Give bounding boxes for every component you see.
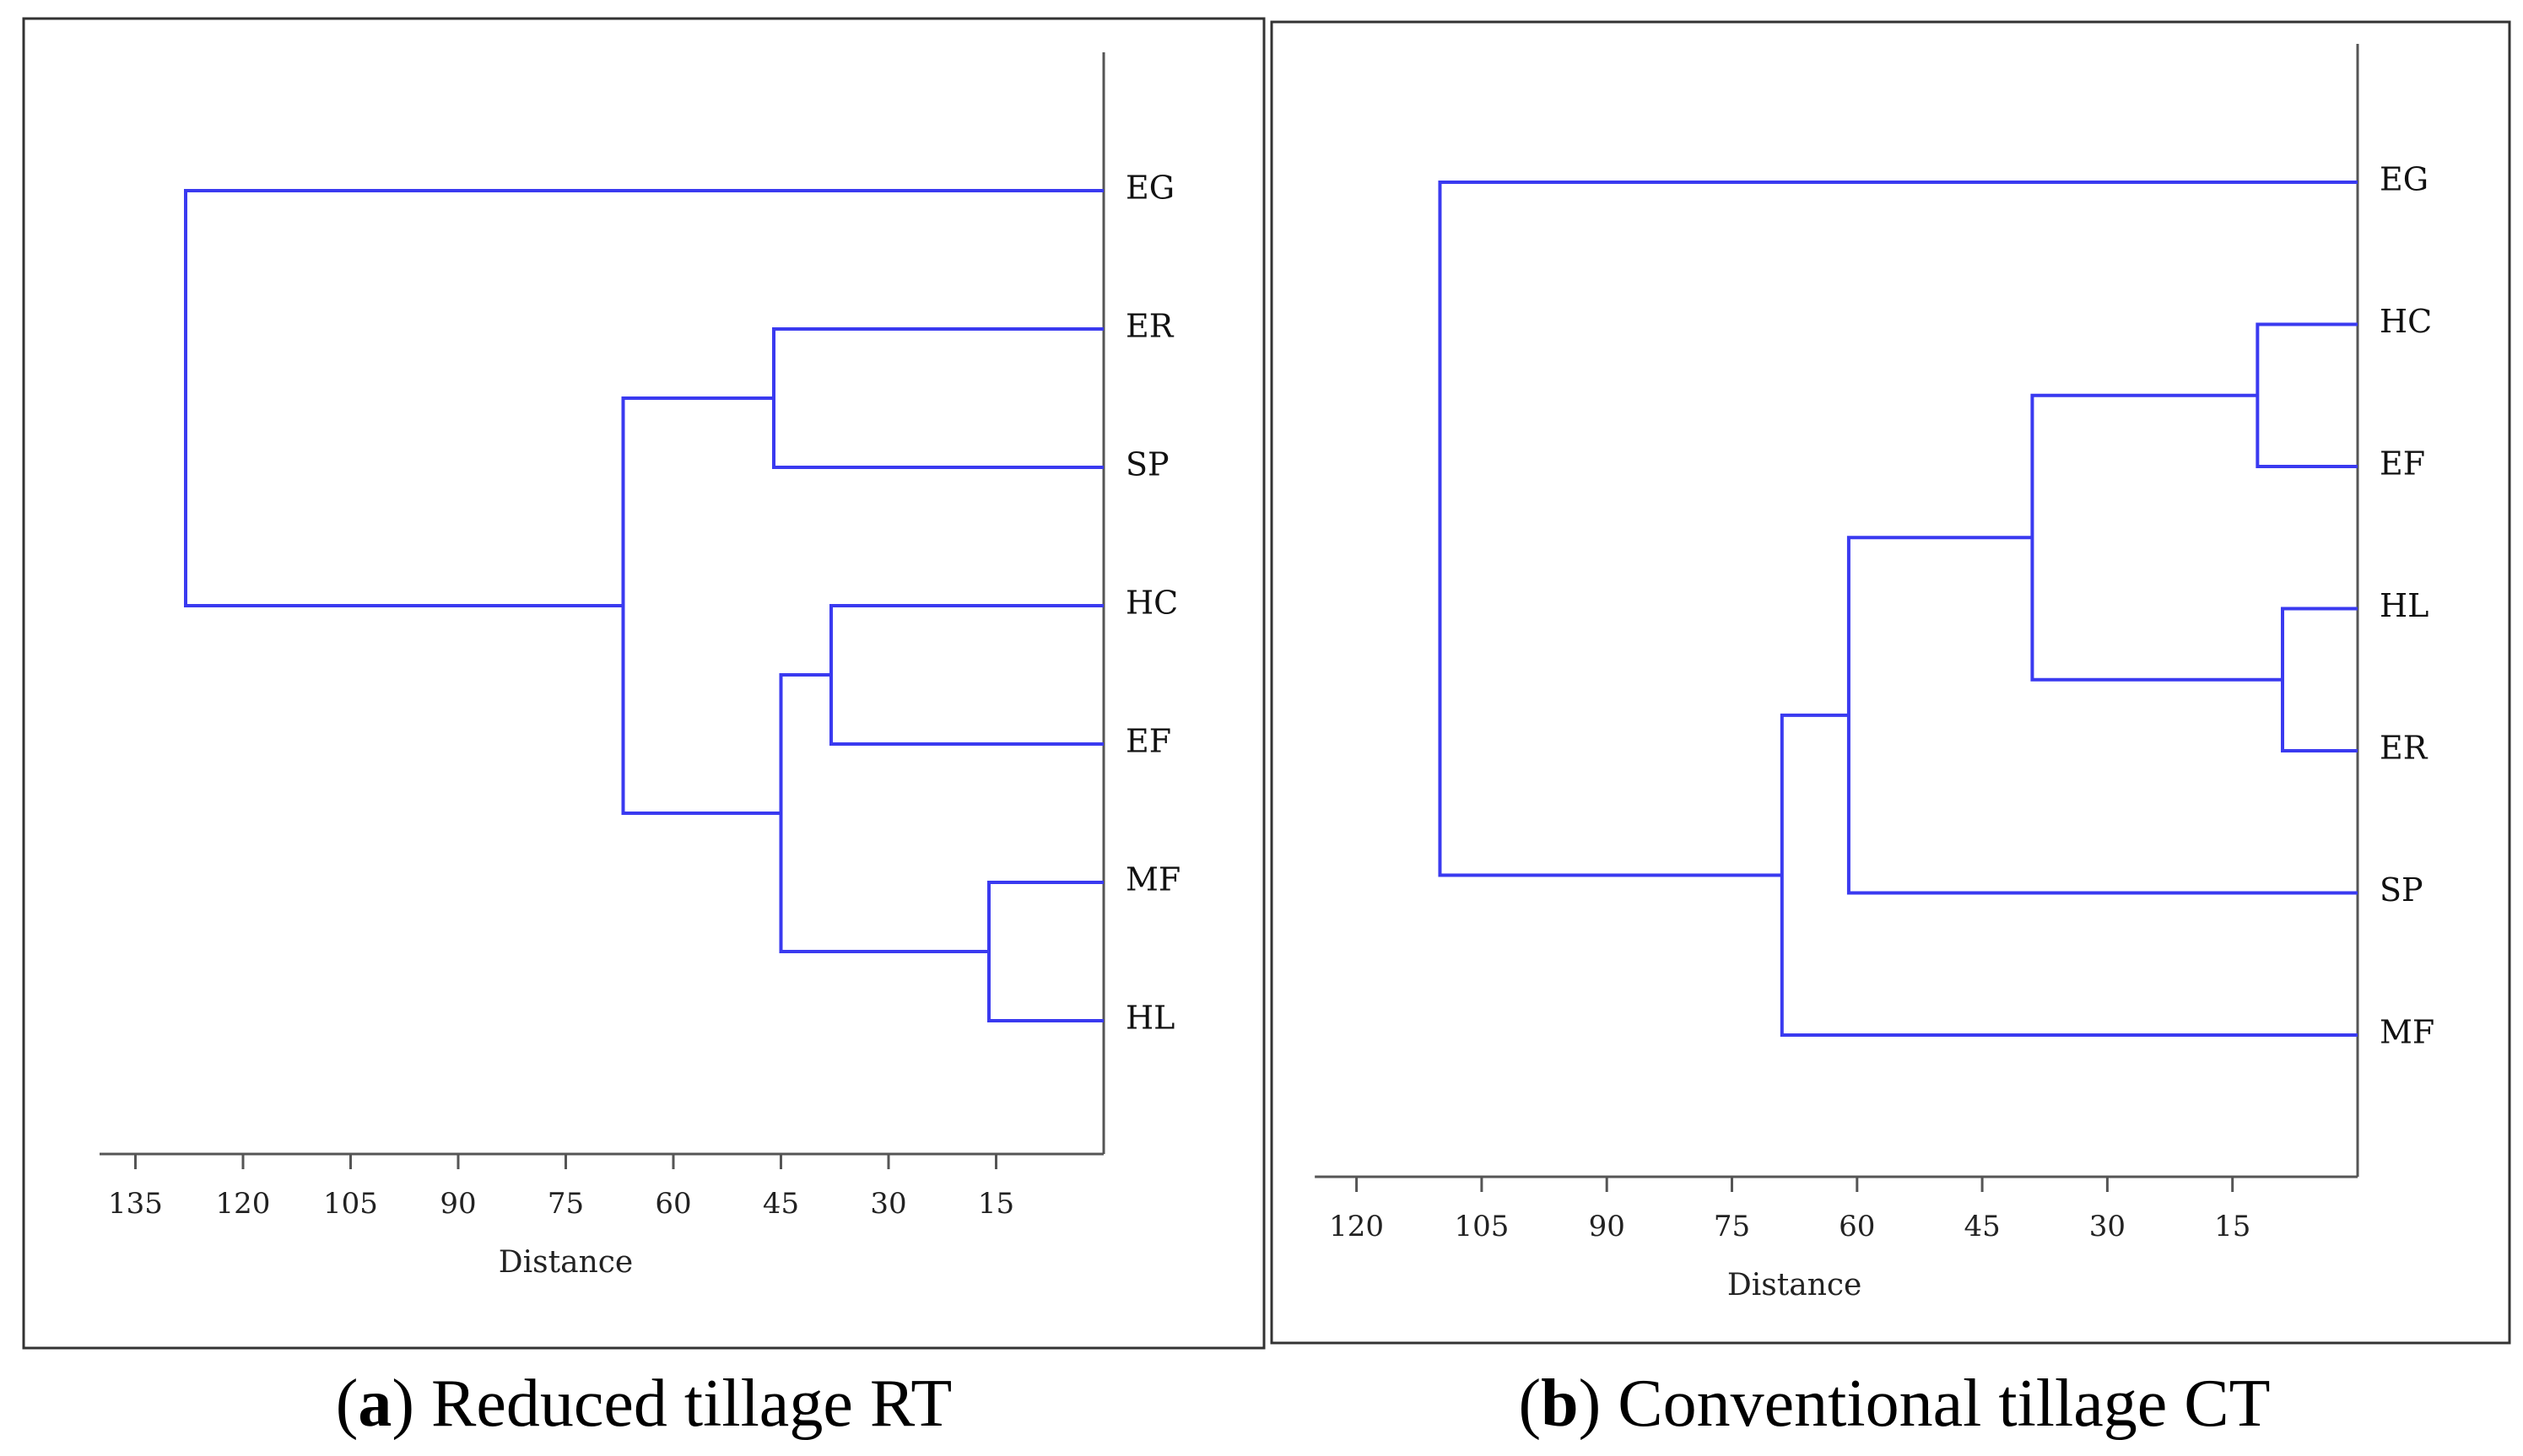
leaf-label-hl: HL xyxy=(2380,587,2428,624)
caption-letter: a xyxy=(358,1367,392,1441)
caption-text: Conventional tillage CT xyxy=(1618,1367,2270,1441)
x-tick-label: 60 xyxy=(655,1187,691,1221)
x-axis-title: Distance xyxy=(499,1245,633,1280)
x-tick-label: 105 xyxy=(323,1187,378,1221)
x-tick-label: 15 xyxy=(2214,1210,2250,1243)
x-tick-label: 120 xyxy=(1329,1210,1384,1243)
leaf-label-ef: EF xyxy=(1126,723,1171,760)
leaf-label-eg: EG xyxy=(2380,161,2428,198)
x-tick-label: 30 xyxy=(870,1187,906,1221)
leaf-label-hc: HC xyxy=(1126,585,1178,622)
dendrogram-link-c6 xyxy=(1438,181,2358,877)
dendrogram-panel-a: 135 120 105 90 75 60 45 30 15 Distance EG ER SP HC EF M… xyxy=(22,17,1266,1441)
x-tick-label: 30 xyxy=(2089,1210,2126,1243)
panel-caption: (b) Conventional tillage CT xyxy=(1519,1367,2271,1441)
x-tick-label: 90 xyxy=(440,1187,476,1221)
leaf-label-hl: HL xyxy=(1126,1000,1175,1037)
x-axis-title: Distance xyxy=(1727,1268,1861,1302)
leaf-label-sp: SP xyxy=(1126,446,1170,483)
panel-caption: (a) Reduced tillage RT xyxy=(336,1367,953,1441)
leaf-label-eg: EG xyxy=(1126,170,1175,207)
x-tick-label: 120 xyxy=(216,1187,271,1221)
caption-letter: b xyxy=(1541,1367,1579,1441)
x-tick-label: 135 xyxy=(108,1187,163,1221)
panel-frame xyxy=(22,17,1266,1350)
leaf-label-hc: HC xyxy=(2380,303,2432,340)
leaf-label-ef: EF xyxy=(2380,445,2425,483)
x-tick-label: 75 xyxy=(548,1187,584,1221)
x-tick-label: 45 xyxy=(763,1187,799,1221)
leaf-label-mf: MF xyxy=(2380,1014,2434,1051)
x-tick-label: 105 xyxy=(1454,1210,1509,1243)
x-tick-label: 45 xyxy=(1964,1210,2000,1243)
x-tick-label: 90 xyxy=(1589,1210,1625,1243)
caption-text: Reduced tillage RT xyxy=(431,1367,952,1441)
x-tick-label: 60 xyxy=(1839,1210,1875,1243)
x-tick-label: 75 xyxy=(1714,1210,1750,1243)
dendrogram-panel-b: 120 105 90 75 60 45 30 15 Distance EG HC EF HL ER SP MF… xyxy=(1270,20,2511,1441)
x-tick-label: 15 xyxy=(978,1187,1014,1221)
leaf-label-er: ER xyxy=(2380,730,2428,767)
dendrogram-link-c6 xyxy=(184,189,1104,607)
panel-frame xyxy=(1270,20,2511,1345)
leaf-label-sp: SP xyxy=(2380,871,2423,909)
leaf-label-er: ER xyxy=(1126,308,1175,345)
leaf-label-mf: MF xyxy=(1126,861,1180,898)
